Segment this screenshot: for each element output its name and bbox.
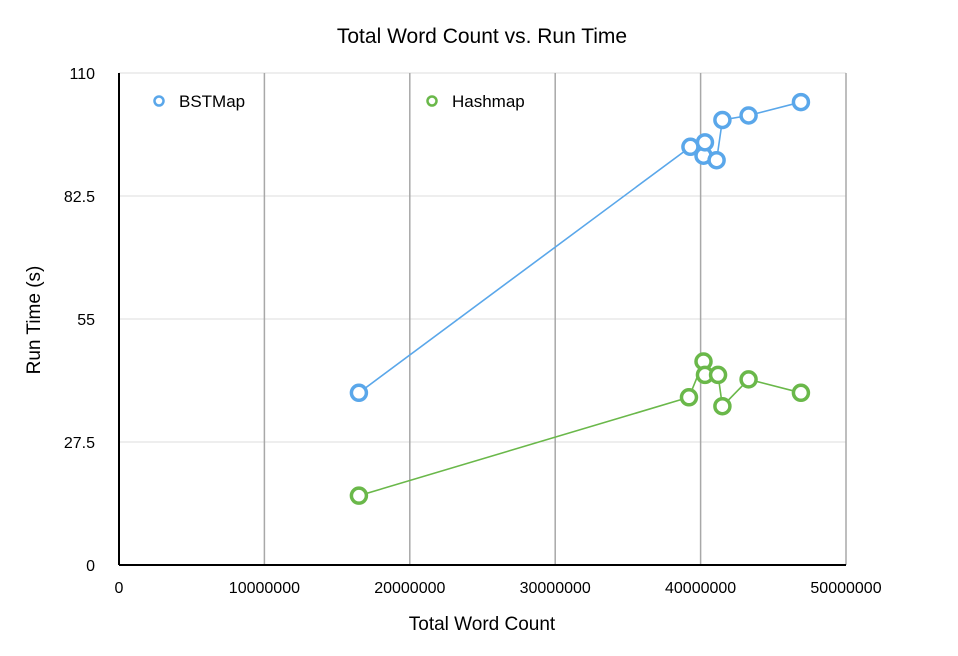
- series-bstmap: [349, 92, 811, 403]
- x-tick-label: 0: [115, 580, 124, 597]
- data-point: [791, 92, 811, 112]
- y-tick-label: 27.5: [64, 435, 95, 452]
- series-hashmap: [349, 352, 811, 505]
- data-point: [707, 150, 726, 170]
- x-axis-title: Total Word Count: [409, 614, 556, 635]
- data-point: [679, 388, 699, 407]
- data-point: [713, 396, 732, 416]
- data-point: [349, 383, 369, 403]
- y-axis-title: Run Time (s): [24, 266, 45, 375]
- y-gridlines: [119, 72, 846, 443]
- data-point: [713, 110, 732, 130]
- data-point: [349, 486, 369, 505]
- y-tick-label: 0: [86, 558, 95, 575]
- y-tick-label: 82.5: [64, 189, 95, 206]
- x-tick-label: 40000000: [665, 580, 736, 597]
- data-point: [739, 370, 758, 389]
- data-point: [708, 365, 728, 385]
- data-point: [739, 106, 758, 125]
- data-point: [791, 383, 811, 403]
- axes: [118, 73, 846, 566]
- data-point: [695, 133, 715, 152]
- y-tick-labels: 0 27.5 55 82.5 110: [64, 66, 95, 575]
- x-tick-label: 50000000: [810, 580, 881, 597]
- legend-entry-hashmap: Hashmap: [426, 92, 525, 111]
- series-line: [358, 361, 802, 497]
- chart-title: Total Word Count vs. Run Time: [337, 25, 627, 48]
- x-gridlines: [263, 73, 847, 565]
- legend: BSTMap Hashmap: [153, 92, 525, 111]
- legend-label: Hashmap: [452, 92, 525, 111]
- legend-marker: [426, 95, 438, 107]
- x-tick-label: 30000000: [520, 580, 591, 597]
- legend-entry-bstmap: BSTMap: [153, 92, 245, 111]
- legend-label: BSTMap: [179, 92, 245, 111]
- series-line: [358, 101, 802, 394]
- y-tick-label: 55: [77, 312, 95, 329]
- y-tick-label: 110: [69, 66, 95, 83]
- x-tick-labels: 0 10000000 20000000 30000000 40000000 5000000…: [115, 580, 882, 597]
- legend-marker: [153, 95, 165, 107]
- x-tick-label: 20000000: [374, 580, 445, 597]
- x-tick-label: 10000000: [229, 580, 300, 597]
- series-layer: [349, 92, 811, 505]
